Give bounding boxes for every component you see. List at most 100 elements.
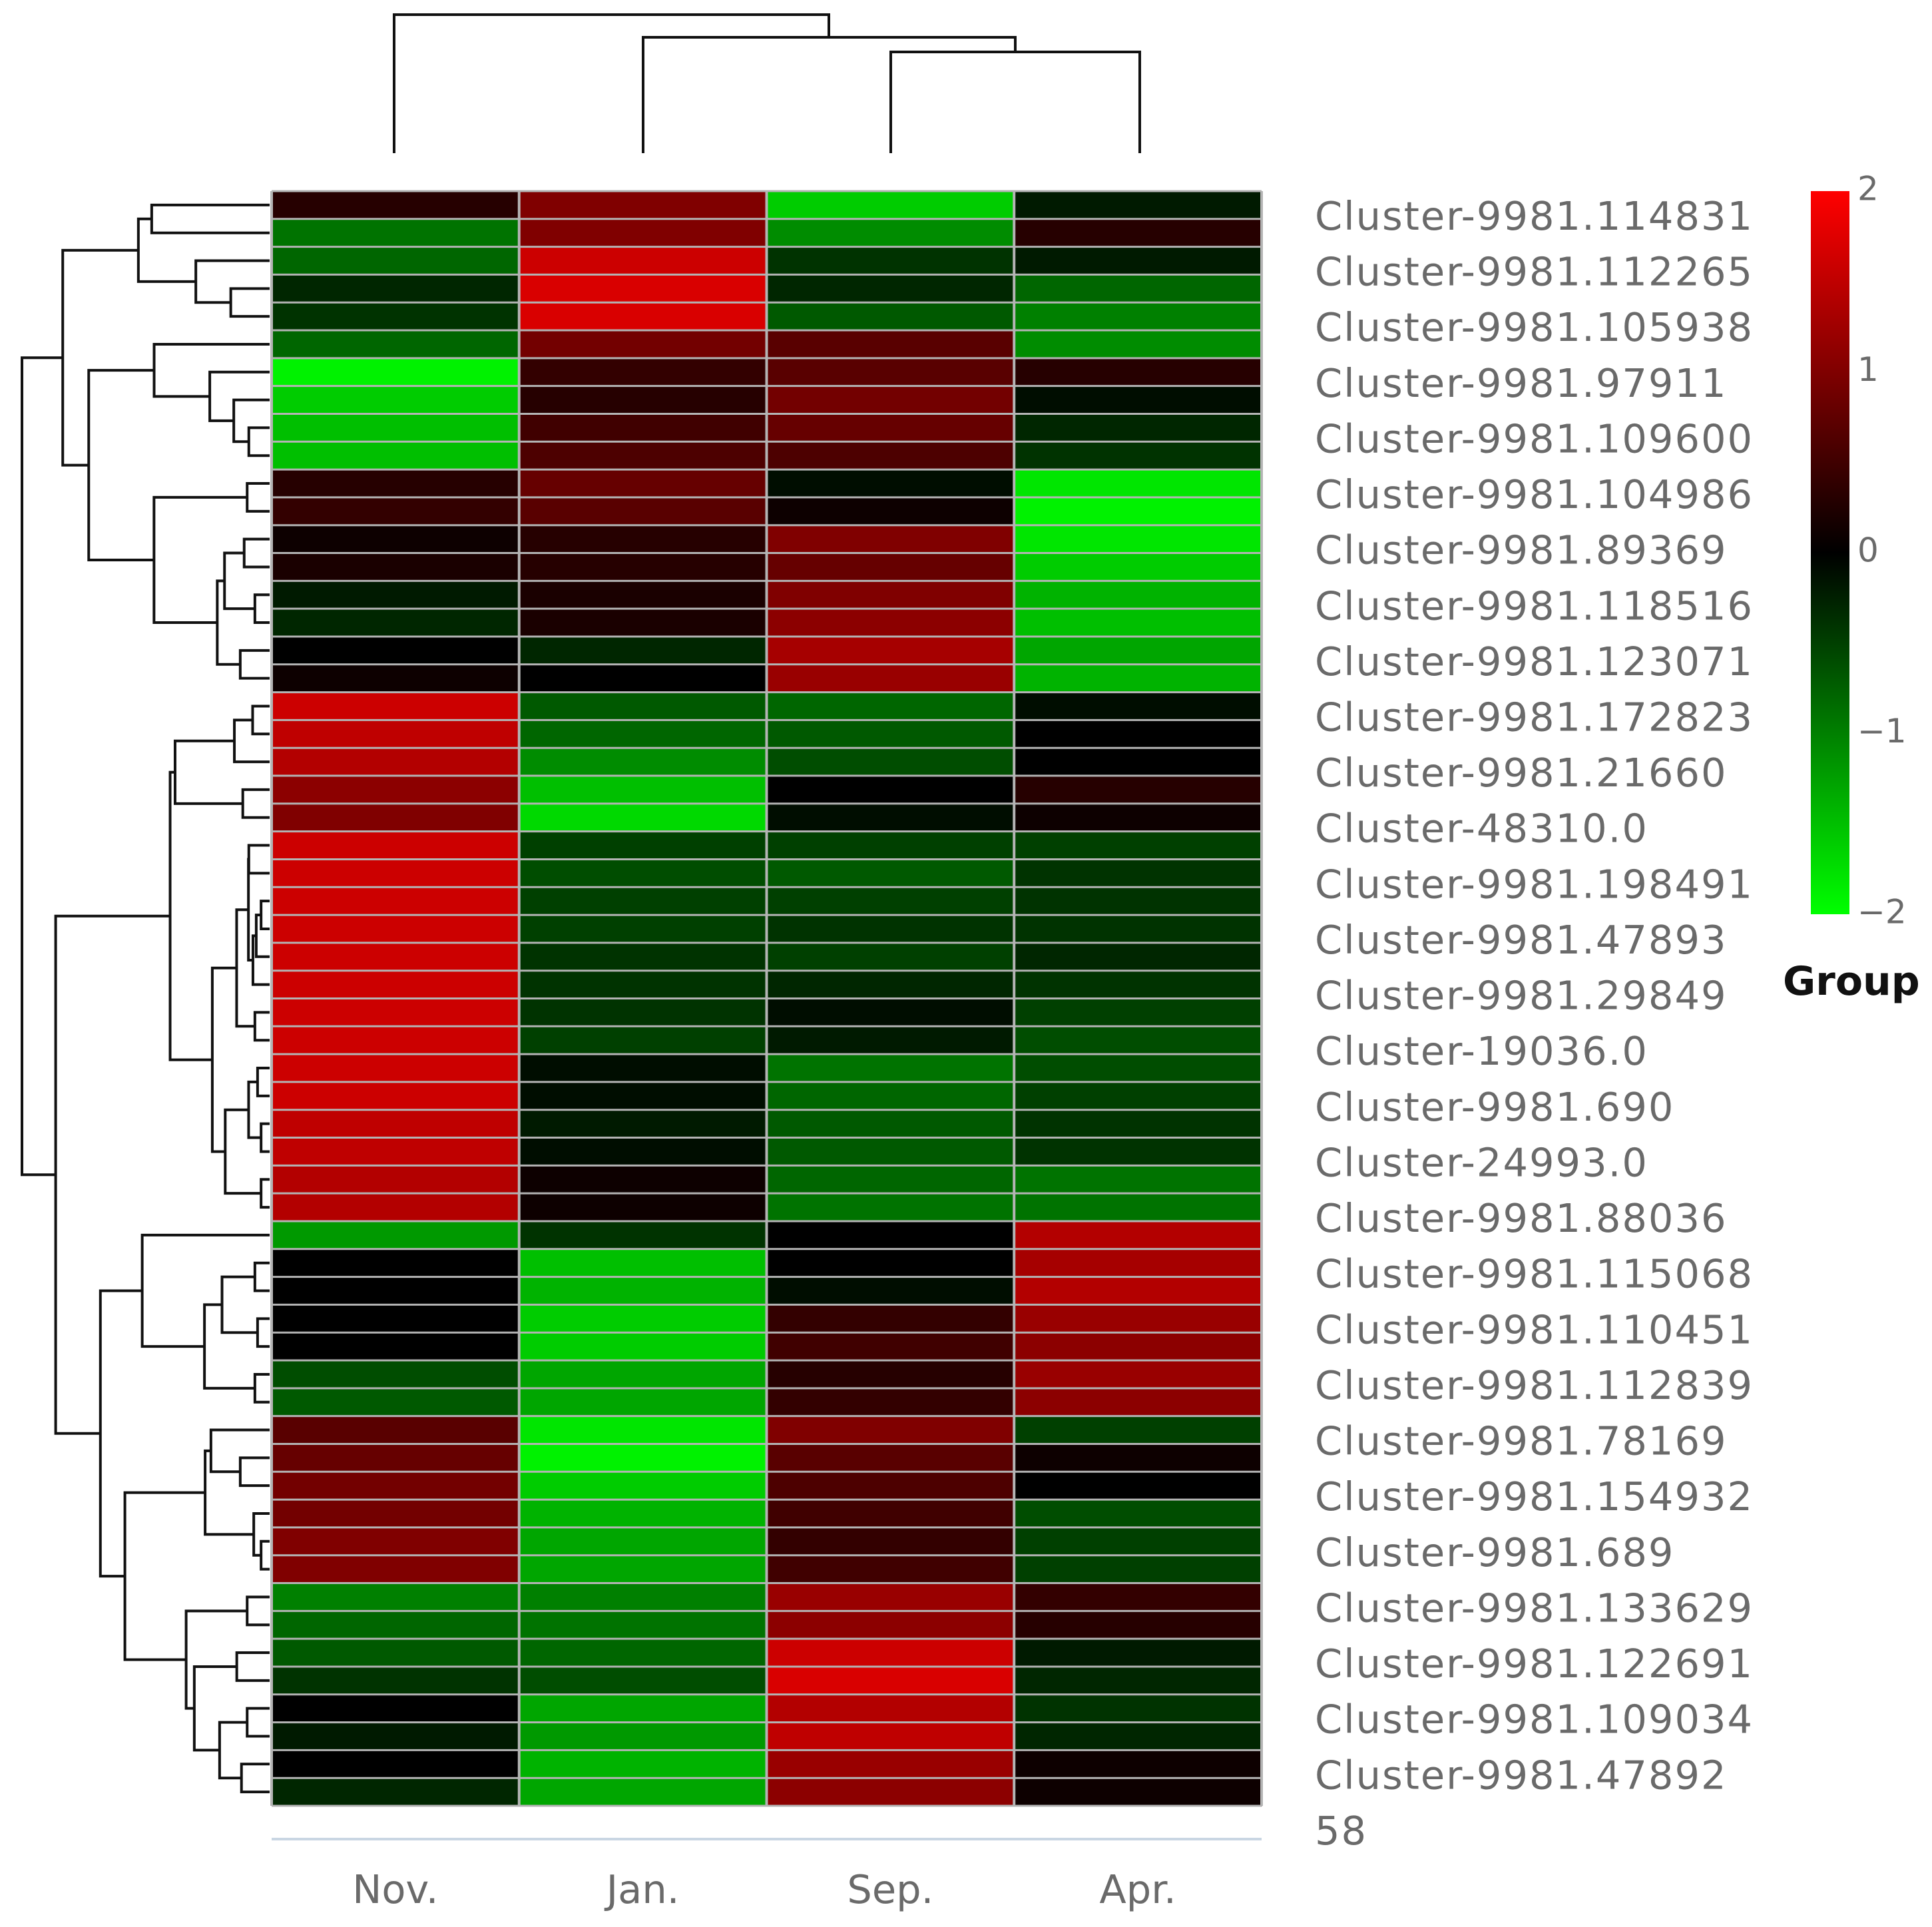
heatmap-cell-r24-nov [272, 831, 520, 860]
heatmap-cell-r55-nov [272, 1694, 520, 1723]
heatmap-cell-r48-jan [519, 1500, 768, 1528]
heatmap-cell-r58-sep [766, 1778, 1015, 1806]
heatmap-cell-r23-apr [1014, 803, 1262, 832]
heatmap-cell-r3-jan [519, 246, 768, 276]
column-label-jan: Jan. [604, 1866, 680, 1912]
heatmap-cell-r55-jan [519, 1694, 768, 1723]
legend-tick-label: −1 [1857, 712, 1907, 750]
heatmap-cell-r5-nov [272, 302, 520, 331]
heatmap-cell-r34-nov [272, 1109, 520, 1139]
heatmap-cell-r25-jan [519, 859, 768, 888]
heatmap-cell-r50-nov [272, 1555, 520, 1584]
heatmap-cell-r14-apr [1014, 553, 1262, 581]
column-labels: Nov. Jan. Sep. Apr. [352, 1866, 1176, 1912]
heatmap-cell-r52-nov [272, 1611, 520, 1639]
heatmap-cell-r51-apr [1014, 1583, 1262, 1611]
heatmap-cell-r26-sep [766, 887, 1015, 916]
heatmap-cell-r3-sep [766, 246, 1015, 276]
heatmap-cell-r47-nov [272, 1472, 520, 1500]
heatmap-cell-r6-sep [766, 330, 1015, 359]
heatmap-cell-r15-sep [766, 581, 1015, 609]
heatmap-cell-r34-apr [1014, 1109, 1262, 1139]
heatmap-cell-r11-nov [272, 469, 520, 498]
heatmap-cell-r12-nov [272, 497, 520, 526]
heatmap-cell-r12-sep [766, 497, 1015, 526]
heatmap-cell-r43-apr [1014, 1360, 1262, 1389]
row-label: Cluster-9981.122691 [1315, 1641, 1754, 1687]
heatmap-cell-r30-nov [272, 998, 520, 1027]
row-dendro-link [220, 1275, 258, 1334]
heatmap-cell-r11-sep [766, 469, 1015, 498]
heatmap-cell-r49-jan [519, 1527, 768, 1556]
heatmap-cell-r40-jan [519, 1276, 768, 1306]
heatmap-cell-r28-apr [1014, 942, 1262, 971]
heatmap-cell-r37-apr [1014, 1193, 1262, 1222]
heatmap-cell-r35-nov [272, 1137, 520, 1166]
row-dendro-link [251, 934, 270, 986]
heatmap-cell-r13-apr [1014, 525, 1262, 554]
heatmap-cell-r1-sep [766, 191, 1015, 220]
heatmap-cell-r45-apr [1014, 1416, 1262, 1445]
column-label-sep: Sep. [847, 1866, 933, 1912]
row-dendro-link [238, 1456, 270, 1488]
heatmap-cell-r47-jan [519, 1472, 768, 1500]
heatmap-cell-r51-jan [519, 1583, 768, 1611]
heatmap-cell-r39-sep [766, 1248, 1015, 1278]
heatmap-cell-r31-jan [519, 1026, 768, 1055]
row-dendro-link [194, 259, 270, 304]
row-dendrogram [21, 203, 270, 1794]
row-label: Cluster-24993.0 [1315, 1139, 1648, 1185]
heatmap-cell-r34-sep [766, 1109, 1015, 1139]
heatmap-cell-r51-sep [766, 1583, 1015, 1611]
row-dendro-link [252, 1512, 270, 1557]
heatmap-cell-r49-apr [1014, 1527, 1262, 1556]
row-dendro-link [233, 718, 270, 764]
heatmap-cell-r36-jan [519, 1165, 768, 1194]
heatmap-cell-r19-nov [272, 692, 520, 720]
row-label: Cluster-9981.97911 [1315, 360, 1728, 406]
legend-title: Group [1783, 958, 1920, 1005]
heatmap-cell-r12-apr [1014, 497, 1262, 526]
heatmap-cell-r10-nov [272, 441, 520, 470]
heatmap-cell-r56-jan [519, 1722, 768, 1751]
row-label: Cluster-9981.118516 [1315, 583, 1754, 629]
heatmap-cell-r29-apr [1014, 970, 1262, 999]
heatmap-cell-r41-jan [519, 1304, 768, 1333]
heatmap-cell-r4-apr [1014, 274, 1262, 303]
heatmap-cell-r20-sep [766, 720, 1015, 748]
heatmap-cell-r5-apr [1014, 302, 1262, 331]
heatmap-cell-r8-nov [272, 386, 520, 415]
heatmap-cell-r16-jan [519, 609, 768, 637]
row-dendro-link [246, 1707, 270, 1738]
heatmap-cell-r41-nov [272, 1304, 520, 1333]
row-label: Cluster-19036.0 [1315, 1028, 1648, 1074]
heatmap-cell-r21-nov [272, 748, 520, 776]
heatmap-cell-r55-sep [766, 1694, 1015, 1723]
row-label: Cluster-9981.114831 [1315, 193, 1754, 239]
heatmap-cell-r31-sep [766, 1026, 1015, 1055]
heatmap-cell-r18-jan [519, 664, 768, 693]
heatmap-cell-r7-nov [272, 358, 520, 387]
heatmap-cell-r57-jan [519, 1750, 768, 1779]
heatmap-cell-r56-sep [766, 1722, 1015, 1751]
heatmap-cell-r46-jan [519, 1444, 768, 1472]
heatmap-cell-r33-sep [766, 1081, 1015, 1111]
heatmap-cell-r6-apr [1014, 330, 1262, 359]
heatmap-cell-r58-nov [272, 1778, 520, 1806]
row-dendro-link [260, 1178, 270, 1209]
heatmap-cell-r30-sep [766, 998, 1015, 1027]
row-dendro-link [136, 217, 196, 283]
heatmap-cell-r22-nov [272, 776, 520, 804]
legend-ticks: 2 1 0 −1 −2 [1857, 170, 1907, 932]
row-dendro-link [232, 398, 270, 443]
heatmap-cell-r40-apr [1014, 1276, 1262, 1306]
row-label: Cluster-9981.21660 [1315, 750, 1728, 796]
row-dendro-link [224, 1108, 262, 1195]
heatmap-cell-r18-nov [272, 664, 520, 693]
heatmap-cell-r48-apr [1014, 1500, 1262, 1528]
heatmap-cell-r8-jan [519, 386, 768, 415]
row-dendro-link [256, 1067, 270, 1097]
heatmap-cell-r44-apr [1014, 1388, 1262, 1417]
heatmap-cell-r57-nov [272, 1750, 520, 1779]
